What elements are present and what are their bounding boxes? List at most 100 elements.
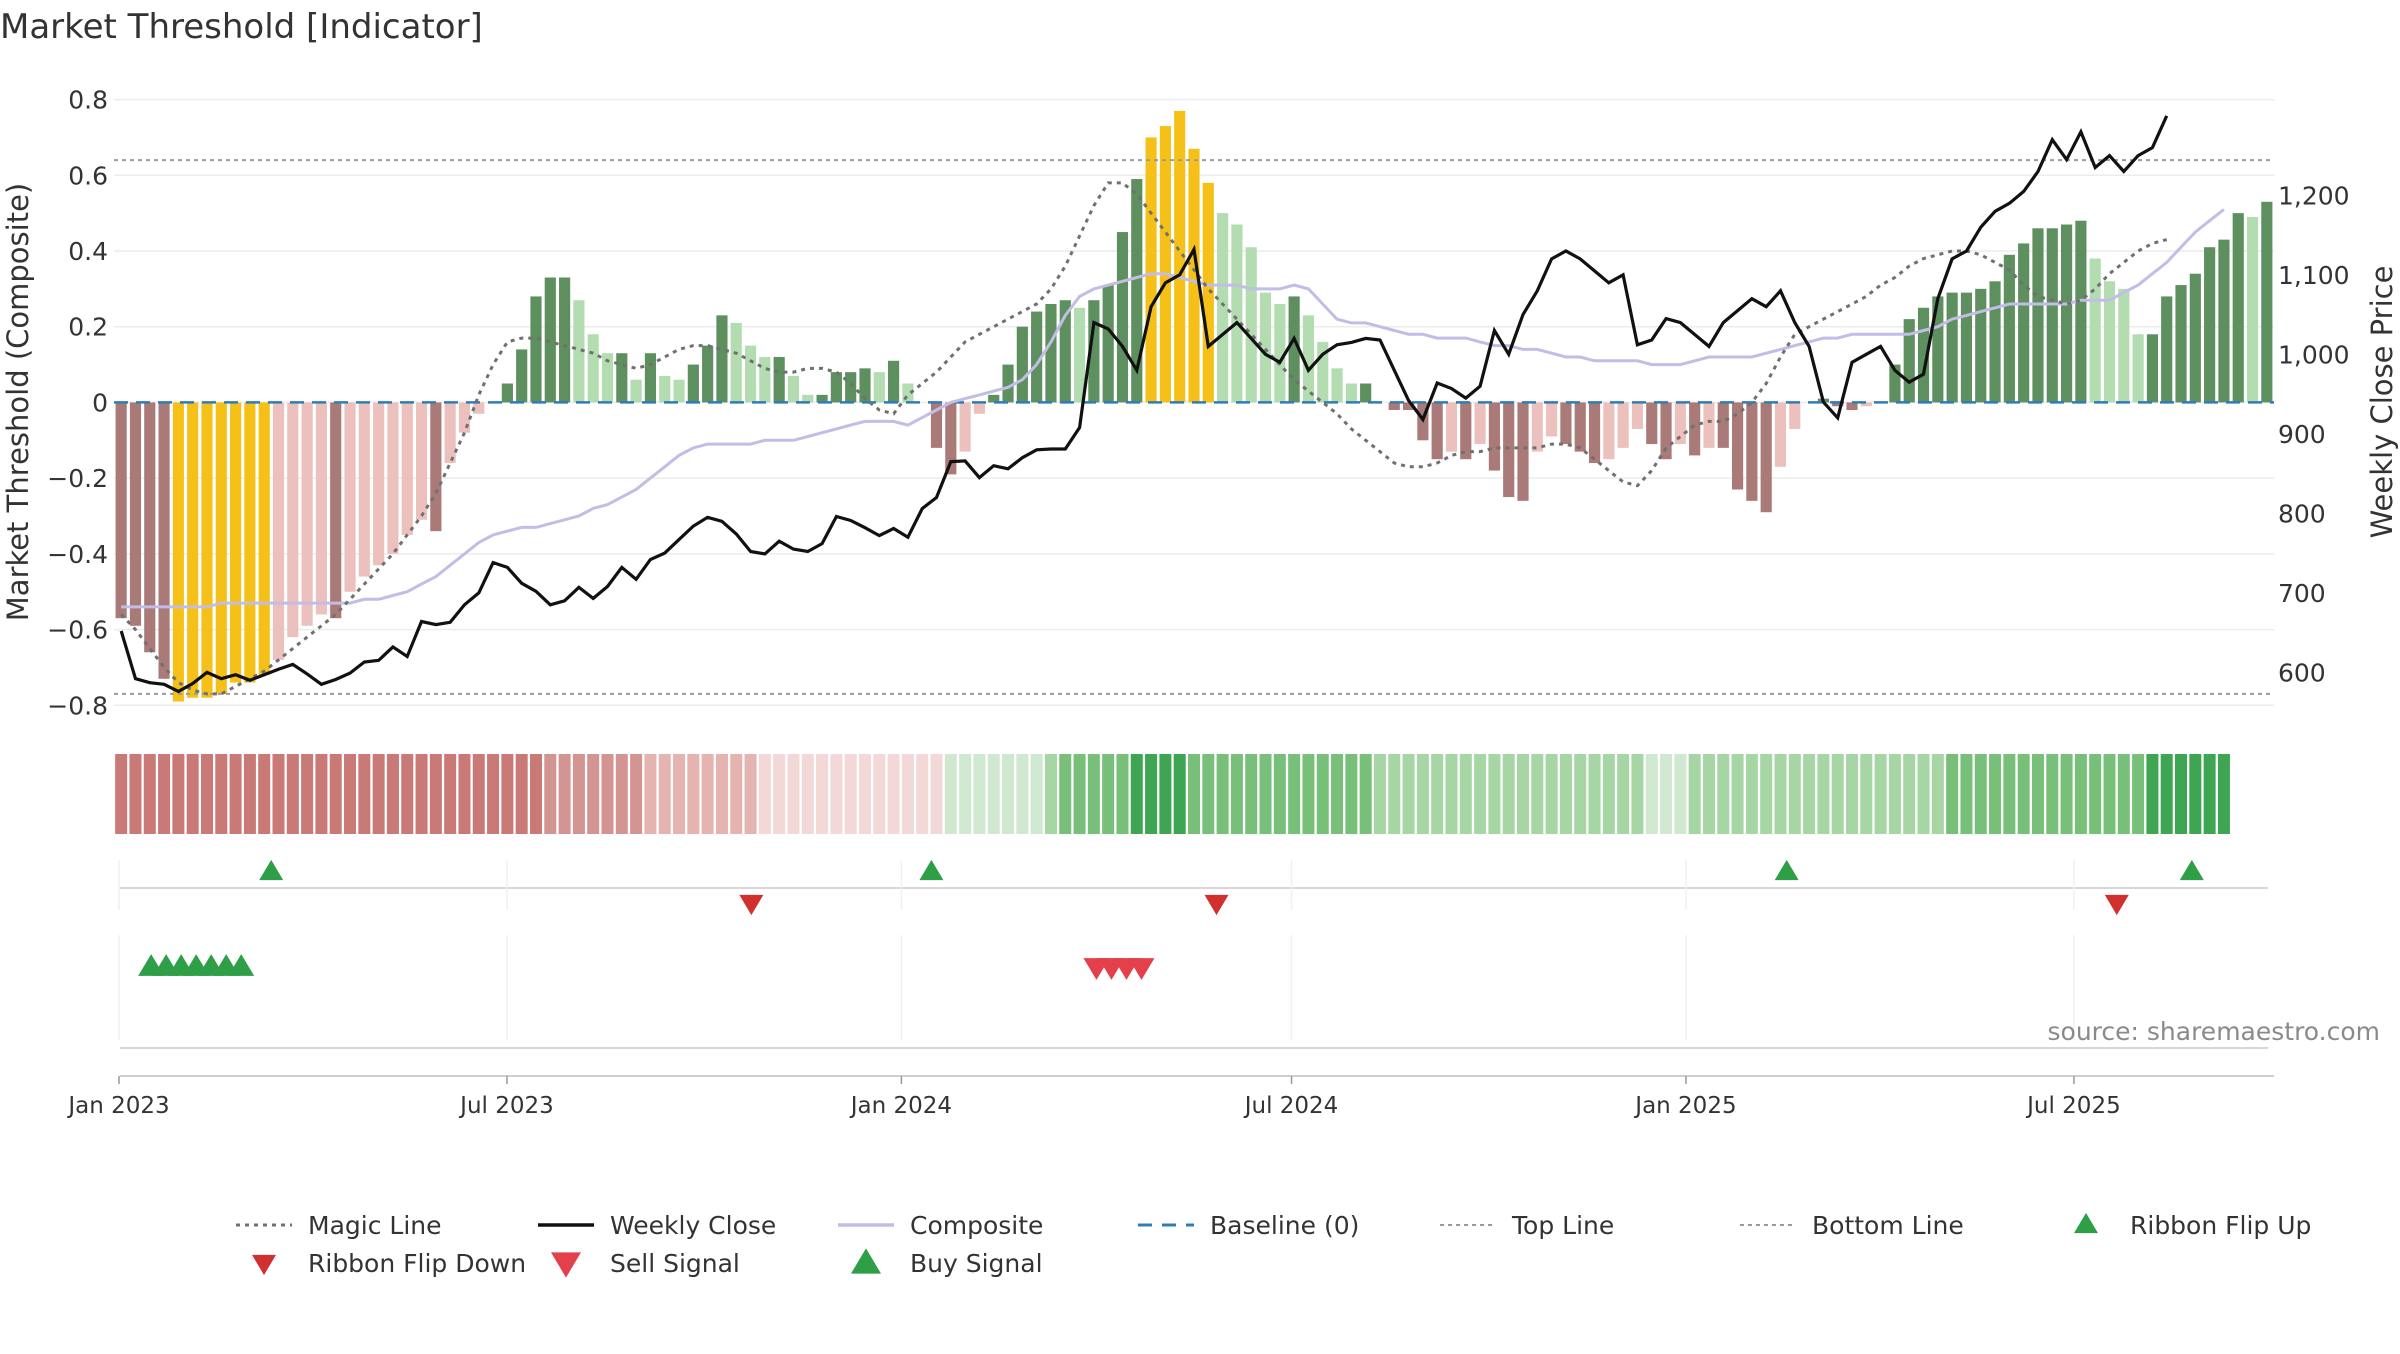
ribbon-cell: [472, 754, 485, 834]
legend-label: Top Line: [1511, 1211, 1614, 1240]
composite-bar: [959, 402, 971, 452]
composite-bar: [1860, 402, 1872, 407]
ribbon-cell: [1545, 754, 1558, 834]
composite-bar: [1717, 402, 1729, 448]
composite-bar: [673, 379, 685, 403]
composite-bar: [373, 402, 385, 566]
composite-bar: [616, 353, 628, 403]
ribbon-cell: [1602, 754, 1615, 834]
legend-item: Sell Signal: [551, 1249, 740, 1278]
composite-bar: [1832, 402, 1844, 407]
composite-bar: [1531, 402, 1543, 452]
composite-bar: [1159, 126, 1171, 403]
ribbon-cell: [1359, 754, 1372, 834]
composite-bar: [573, 300, 585, 403]
ribbon-cell: [1416, 754, 1429, 834]
ribbon-cell: [901, 754, 914, 834]
composite-bar: [630, 379, 642, 403]
ribbon-cell: [143, 754, 156, 834]
composite-bar: [1088, 300, 1100, 403]
ribbon-flip-up-marker: [919, 859, 944, 881]
composite-bar: [315, 402, 327, 615]
ribbon-cell: [544, 754, 557, 834]
composite-bar: [1102, 285, 1114, 403]
legend-item: Weekly Close: [538, 1211, 776, 1240]
ribbon-cell: [2146, 754, 2159, 834]
ribbon-cell: [2189, 754, 2202, 834]
composite-bar: [945, 402, 957, 475]
ribbon-cell: [315, 754, 328, 834]
weekly-close-line: [119, 115, 2169, 694]
composite-bar: [1202, 182, 1214, 403]
legend-swatch-tri-up-big: [851, 1248, 881, 1274]
composite-bar: [287, 402, 299, 638]
ribbon-cell: [2160, 754, 2173, 834]
source-text: source: sharemaestro.com: [2048, 1017, 2381, 1046]
ribbon-cell: [1702, 754, 1715, 834]
composite-bar: [830, 372, 842, 403]
composite-bar: [2146, 334, 2158, 403]
x-tick-label: Jan 2024: [849, 1093, 952, 1119]
composite-bar: [1488, 402, 1500, 471]
composite-bar: [1917, 307, 1930, 403]
ribbon-cell: [1931, 754, 1944, 834]
ribbon-cell: [930, 754, 943, 834]
ribbon-cell: [515, 754, 528, 834]
composite-bar: [873, 372, 885, 403]
magic-line: [120, 181, 2168, 696]
composite-bar: [2061, 224, 2073, 403]
ribbon-flip-down-marker: [1204, 894, 1229, 916]
composite-bar: [1574, 402, 1586, 452]
ribbon-cell: [1645, 754, 1658, 834]
composite-bar: [1960, 292, 1973, 403]
ribbon-cell: [830, 754, 843, 834]
ribbon-cell: [2074, 754, 2087, 834]
legend-item: Top Line: [1440, 1211, 1614, 1240]
ribbon-cell: [344, 754, 357, 834]
composite-bar: [2261, 201, 2273, 403]
composite-bar: [2118, 288, 2130, 403]
ribbon-cell: [644, 754, 657, 834]
composite-bar: [2218, 239, 2230, 403]
ribbon-cell: [787, 754, 800, 834]
composite-bar: [230, 402, 242, 683]
composite-bar: [458, 402, 471, 433]
ribbon-flip-up-marker: [2179, 859, 2204, 881]
ribbon-cell: [1445, 754, 1458, 834]
ribbon-flip-down-marker: [2104, 894, 2129, 916]
ribbon-cell: [200, 754, 213, 834]
ribbon-cell: [1974, 754, 1987, 834]
ribbon-cell: [2103, 754, 2116, 834]
ribbon-cell: [1574, 754, 1587, 834]
composite-bar: [2075, 220, 2087, 403]
ribbon-cell: [1030, 754, 1043, 834]
y-tick-label-left: 0.4: [68, 237, 108, 266]
legend-label: Magic Line: [308, 1211, 442, 1240]
composite-bar: [888, 360, 900, 403]
composite-bar: [1646, 402, 1658, 445]
ribbon-cell: [1531, 754, 1544, 834]
legend-label: Buy Signal: [910, 1249, 1043, 1278]
ribbon-cell: [2132, 754, 2145, 834]
ribbon-cell: [1745, 754, 1758, 834]
composite-bar: [158, 402, 170, 679]
y-tick-label-left: 0.8: [68, 86, 108, 115]
ribbon-cell: [858, 754, 872, 834]
composite-bar: [473, 402, 485, 414]
composite-bar: [644, 353, 657, 403]
composite-bar: [744, 345, 757, 403]
composite-bar: [401, 402, 413, 535]
composite-bar: [1445, 402, 1458, 452]
ribbon-cell: [1631, 754, 1644, 834]
composite-bar: [845, 372, 857, 403]
ribbon-cell: [1588, 754, 1601, 834]
composite-bar: [1059, 300, 1071, 403]
ribbon-cell: [987, 754, 1000, 834]
composite-bar: [129, 402, 142, 626]
ribbon-cell: [2003, 754, 2016, 834]
signal-panel: [118, 935, 2268, 1049]
ribbon-cell: [1516, 754, 1530, 834]
ribbon-cell: [1388, 754, 1401, 834]
composite-bar: [601, 353, 614, 403]
ribbon-cell: [730, 754, 743, 834]
